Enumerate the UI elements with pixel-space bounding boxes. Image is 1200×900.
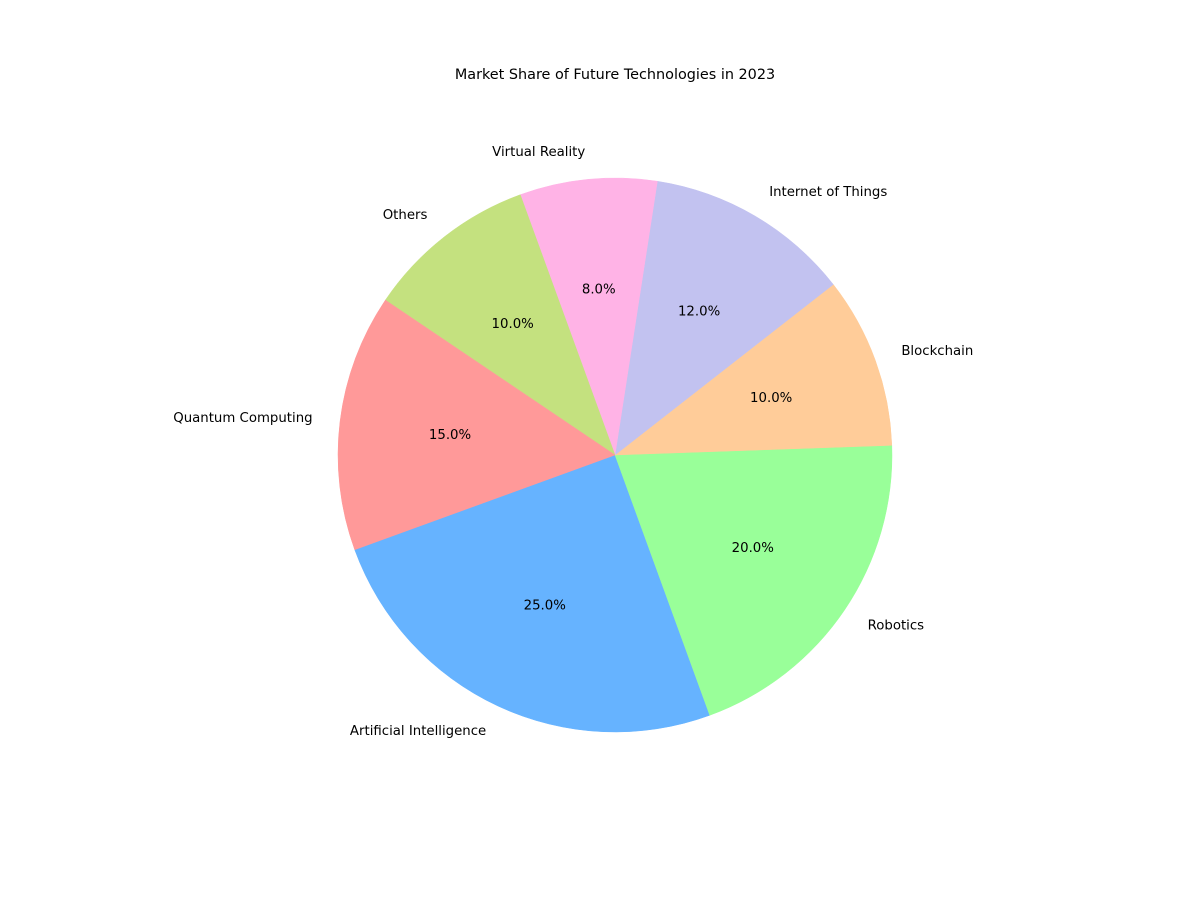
percent-label-internet-of-things: 12.0% xyxy=(678,305,720,320)
pie-slice-virtual-reality xyxy=(519,177,658,456)
pie-slices xyxy=(337,177,893,733)
pie-slice-internet-of-things xyxy=(614,180,834,456)
percent-label-blockchain: 10.0% xyxy=(750,391,792,406)
pie-slice-blockchain xyxy=(614,284,893,456)
slice-label-robotics: Robotics xyxy=(868,618,925,633)
slice-label-quantum-computing: Quantum Computing xyxy=(173,411,312,426)
slice-label-artificial-intelligence: Artificial Intelligence xyxy=(350,724,486,739)
percent-label-others: 10.0% xyxy=(492,317,534,332)
slice-label-internet-of-things: Internet of Things xyxy=(769,185,887,200)
slice-label-blockchain: Blockchain xyxy=(901,344,973,359)
pie-slice-quantum-computing xyxy=(337,299,616,551)
pie-slice-others xyxy=(385,194,616,456)
pie-slice-robotics xyxy=(614,445,893,716)
chart-title: Market Share of Future Technologies in 2… xyxy=(455,67,775,83)
pie-slice-artificial-intelligence xyxy=(354,454,711,733)
percent-label-robotics: 20.0% xyxy=(732,541,774,556)
percent-label-artificial-intelligence: 25.0% xyxy=(524,599,566,614)
slice-label-others: Others xyxy=(383,208,428,223)
pie-labels: Artificial Intelligence 25.0% Robotics 20.0… xyxy=(173,145,973,739)
percent-label-quantum-computing: 15.0% xyxy=(429,428,471,443)
slice-label-virtual-reality: Virtual Reality xyxy=(492,145,585,160)
percent-label-virtual-reality: 8.0% xyxy=(582,283,616,298)
